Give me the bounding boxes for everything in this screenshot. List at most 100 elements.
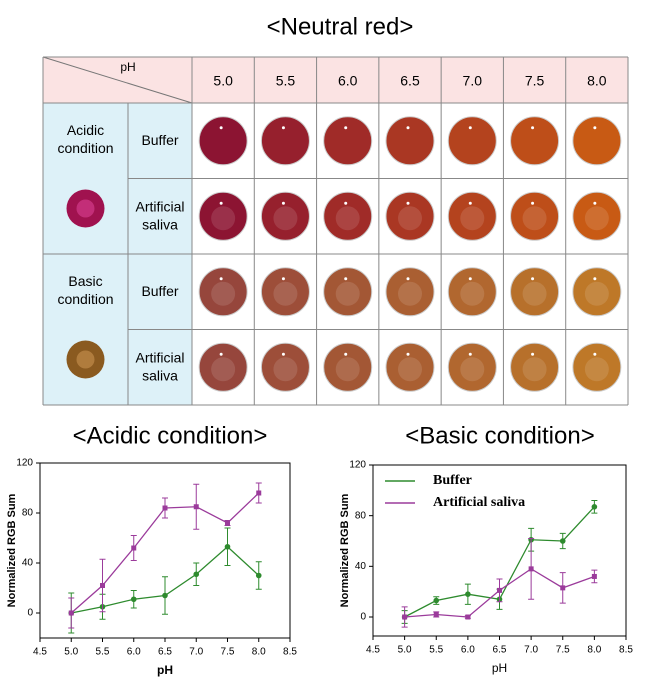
sample-glint [406,352,410,356]
marker [591,504,598,510]
sample-dish [260,342,310,392]
row-label-line: Buffer [141,131,178,147]
y-tick-label: 120 [349,460,366,471]
sample-center [398,281,422,306]
sample-glint [406,201,410,205]
column-label: 7.5 [525,73,545,89]
x-tick-label: 4.5 [33,647,47,658]
sample-dish [198,342,248,392]
sample-dish [572,191,622,241]
x-tick-label: 4.5 [366,645,380,656]
sample-glint [531,201,535,205]
sample-center [522,357,547,382]
sample-dish [447,267,497,317]
marker [162,505,168,511]
x-tick-label: 6.0 [461,645,475,656]
sample-glint [531,352,535,356]
sample-glint [219,126,223,130]
sample-center [460,206,485,231]
sample-glint [531,126,535,130]
sample-dish [510,191,560,241]
marker [193,571,200,578]
sample-glint [531,277,535,281]
sample-glint [219,277,223,281]
column-label: 8.0 [587,73,607,89]
sample-dish [323,191,373,241]
sample-center [273,281,298,306]
sample-dish [385,342,435,392]
sample-center [211,206,236,231]
marker [255,572,262,579]
group-label-line: Basic [68,273,102,289]
marker [162,592,168,599]
sample-glint [593,126,597,130]
sample-glint [593,201,597,205]
row-label: Buffer [141,131,178,147]
y-tick-label: 40 [355,561,367,572]
x-tick-label: 7.5 [221,647,235,658]
column-label: 6.0 [338,73,358,89]
marker [559,538,566,544]
group-label: Basic condition [57,273,113,307]
sample-center [211,357,236,382]
sample-center [584,357,609,382]
sample-glint [344,277,348,281]
column-label: 5.5 [276,73,296,89]
row-label-line: saliva [142,367,178,383]
x-tick-label: 5.0 [64,647,78,658]
sample-glint [281,201,285,205]
sample-dish [385,267,435,317]
group-label-line: condition [57,140,113,156]
x-tick-label: 8.0 [252,647,266,658]
sample-center [460,281,485,306]
sample-glint [468,126,472,130]
sample-dish [260,191,310,241]
sample-glint [219,201,223,205]
sample-dish [572,267,622,317]
row-label-line: Buffer [141,282,178,298]
y-tick-label: 40 [22,558,34,569]
sample-glint [406,277,410,281]
group-label-line: condition [57,291,113,307]
x-tick-label: 5.5 [96,647,110,658]
y-tick-label: 0 [360,612,366,623]
x-tick-label: 7.5 [556,645,570,656]
marker [465,591,471,597]
x-tick-label: 5.0 [398,645,412,656]
sample-center [398,357,422,382]
row-label: Artificial saliva [135,349,184,383]
group-swatch-center [76,350,95,369]
sample-dish [510,342,560,392]
row-label: Artificial saliva [135,198,184,232]
sample-center [335,206,360,231]
marker [193,504,199,510]
column-label: 7.0 [463,73,483,89]
sample-dish [447,191,497,241]
plot-frame [372,464,627,637]
sample-center [335,281,360,306]
corner-diagonal [42,56,193,104]
marker [465,614,471,620]
sample-dish [510,267,560,317]
marker [256,490,262,496]
x-tick-label: 6.5 [493,645,507,656]
sample-dish [447,116,497,166]
sample-glint [219,352,223,356]
chart-title: <Acidic condition> [73,422,268,449]
sample-dish [323,116,373,166]
row-label-line: Artificial [135,349,184,365]
sample-center [584,206,609,231]
marker [591,573,597,579]
corner-label: pH [120,60,135,74]
sample-dish [323,342,373,392]
sample-dish [572,116,622,166]
sample-center [273,206,298,231]
sample-dish [385,116,435,166]
x-tick-label: 6.5 [158,647,172,658]
sample-center [211,281,236,306]
sample-dish [323,267,373,317]
sample-glint [593,352,597,356]
sample-center [460,357,485,382]
legend-label: Buffer [433,473,472,488]
sample-glint [344,352,348,356]
